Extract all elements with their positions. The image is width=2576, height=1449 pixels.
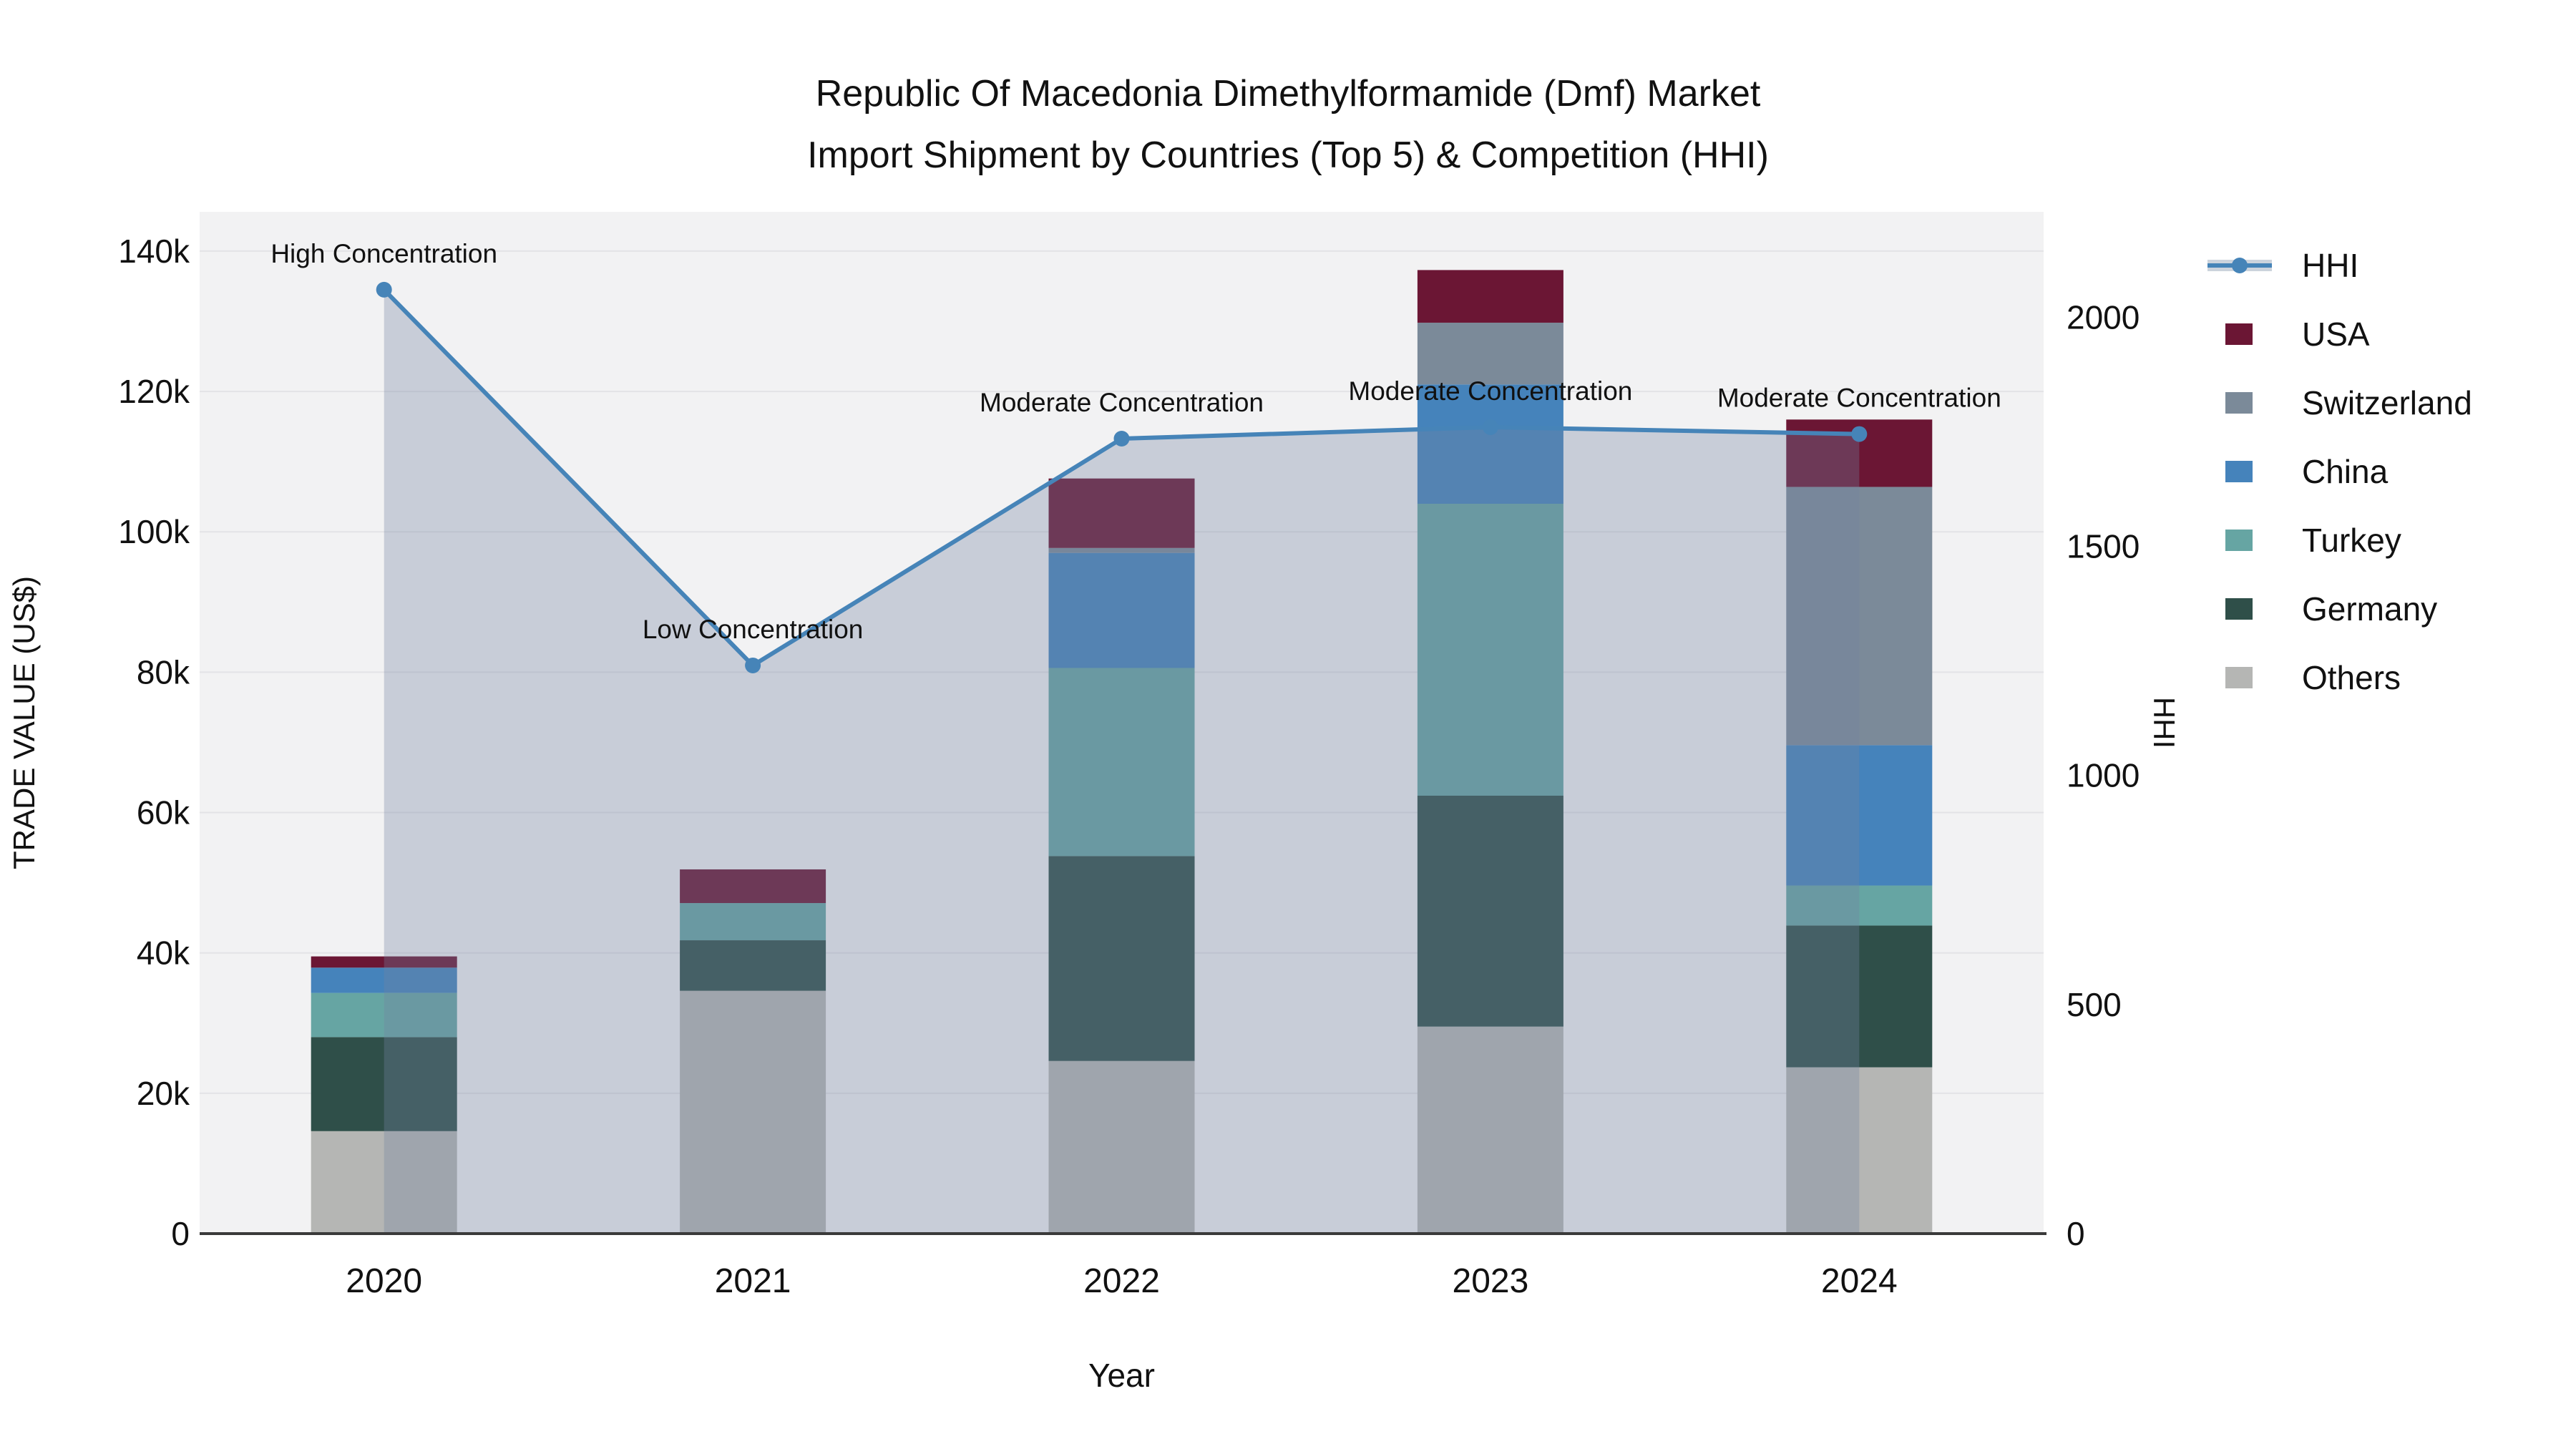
hhi-marker-2023[interactable] <box>1482 419 1498 435</box>
swatch-usa <box>2225 323 2253 345</box>
right-axis-title: HHI <box>2147 697 2181 748</box>
right-tick-label: 2000 <box>2067 298 2140 336</box>
bar-segment-germany-2022[interactable] <box>1048 856 1195 1061</box>
x-axis-title: Year <box>1088 1357 1155 1394</box>
x-tick-label-2023: 2023 <box>1453 1262 1529 1300</box>
annotation-2023: Moderate Concentration <box>1348 376 1632 406</box>
bar-segment-china-2022[interactable] <box>1048 552 1195 668</box>
left-axis-title: TRADE VALUE (US$) <box>7 576 41 869</box>
x-tick-label-2024: 2024 <box>1821 1262 1898 1300</box>
left-tick-label: 20k <box>137 1075 190 1112</box>
bar-segment-usa-2022[interactable] <box>1048 478 1195 548</box>
chart-title-line1: Republic Of Macedonia Dimethylformamide … <box>815 73 1761 114</box>
swatch-others <box>2225 667 2253 688</box>
right-tick-label: 0 <box>2067 1215 2085 1252</box>
legend-item-germany[interactable]: Germany <box>2207 575 2472 643</box>
color-swatch-icon <box>2207 392 2286 414</box>
legend-label: HHI <box>2302 247 2359 284</box>
swatch-china <box>2225 461 2253 482</box>
bar-segment-germany-2023[interactable] <box>1417 796 1563 1027</box>
bar-segment-others-2023[interactable] <box>1417 1026 1563 1234</box>
bar-segment-switzerland-2022[interactable] <box>1048 547 1195 553</box>
swatch-turkey <box>2225 530 2253 551</box>
left-tick-label: 60k <box>137 794 190 831</box>
hhi-marker-2022[interactable] <box>1113 430 1130 447</box>
bar-segment-turkey-2024[interactable] <box>1786 885 1933 926</box>
bar-segment-china-2023[interactable] <box>1417 384 1563 504</box>
legend-item-switzerland[interactable]: Switzerland <box>2207 369 2472 437</box>
bar-segment-others-2021[interactable] <box>680 990 826 1234</box>
chart-title: Republic Of Macedonia Dimethylformamide … <box>0 63 2576 186</box>
bar-segment-turkey-2020[interactable] <box>311 992 457 1038</box>
x-tick-label-2021: 2021 <box>715 1262 791 1300</box>
hhi-marker-2020[interactable] <box>376 281 392 298</box>
legend-label: Turkey <box>2302 522 2401 559</box>
color-swatch-icon <box>2207 598 2286 620</box>
legend-label: USA <box>2302 316 2370 353</box>
legend-label: Switzerland <box>2302 384 2472 421</box>
bar-segment-germany-2024[interactable] <box>1786 925 1933 1068</box>
hhi-marker-2024[interactable] <box>1851 426 1868 442</box>
legend-label: China <box>2302 453 2389 490</box>
x-tick-label-2022: 2022 <box>1083 1262 1160 1300</box>
chart-title-line2: Import Shipment by Countries (Top 5) & C… <box>807 135 1769 176</box>
left-tick-label: 80k <box>137 653 190 691</box>
annotation-2020: High Concentration <box>270 239 497 268</box>
legend-label: Germany <box>2302 590 2438 628</box>
legend: HHI USA Switzerland China Turkey Germany Other… <box>2207 231 2472 712</box>
legend-item-hhi[interactable]: HHI <box>2207 231 2472 300</box>
bar-segment-others-2022[interactable] <box>1048 1060 1195 1234</box>
annotation-2022: Moderate Concentration <box>980 388 1264 417</box>
bar-segment-usa-2020[interactable] <box>311 956 457 968</box>
left-tick-label: 100k <box>118 513 190 550</box>
left-tick-label: 40k <box>137 935 190 972</box>
left-tick-label: 0 <box>171 1215 190 1252</box>
legend-item-others[interactable]: Others <box>2207 643 2472 712</box>
bar-segment-germany-2021[interactable] <box>680 940 826 991</box>
legend-item-china[interactable]: China <box>2207 437 2472 506</box>
color-swatch-icon <box>2207 667 2286 688</box>
annotation-2021: Low Concentration <box>643 615 864 644</box>
left-tick-label: 120k <box>118 373 190 410</box>
annotation-2024: Moderate Concentration <box>1717 384 2001 413</box>
hhi-area-fill <box>384 289 1860 1234</box>
bar-segment-usa-2021[interactable] <box>680 869 826 904</box>
legend-item-turkey[interactable]: Turkey <box>2207 506 2472 575</box>
hhi-line-swatch-icon <box>2207 253 2286 278</box>
bar-segment-usa-2023[interactable] <box>1417 270 1563 323</box>
bar-segment-others-2020[interactable] <box>311 1131 457 1234</box>
bar-segment-germany-2020[interactable] <box>311 1037 457 1131</box>
bar-segment-turkey-2022[interactable] <box>1048 668 1195 857</box>
bar-segment-switzerland-2024[interactable] <box>1786 487 1933 746</box>
right-tick-label: 1500 <box>2067 527 2140 565</box>
right-tick-label: 1000 <box>2067 757 2140 794</box>
bar-segment-turkey-2023[interactable] <box>1417 504 1563 796</box>
left-tick-label: 140k <box>118 233 190 270</box>
color-swatch-icon <box>2207 461 2286 482</box>
hhi-marker-2021[interactable] <box>745 657 761 673</box>
bar-segment-turkey-2021[interactable] <box>680 903 826 941</box>
color-swatch-icon <box>2207 530 2286 551</box>
swatch-switzerland <box>2225 392 2253 414</box>
right-tick-label: 500 <box>2067 986 2122 1023</box>
bar-segment-china-2020[interactable] <box>311 967 457 993</box>
bar-segment-others-2024[interactable] <box>1786 1067 1933 1234</box>
legend-label: Others <box>2302 659 2401 696</box>
swatch-germany <box>2225 598 2253 620</box>
bar-segment-switzerland-2023[interactable] <box>1417 322 1563 385</box>
legend-item-usa[interactable]: USA <box>2207 300 2472 369</box>
color-swatch-icon <box>2207 323 2286 345</box>
bar-segment-china-2024[interactable] <box>1786 745 1933 886</box>
x-tick-label-2020: 2020 <box>346 1262 422 1300</box>
